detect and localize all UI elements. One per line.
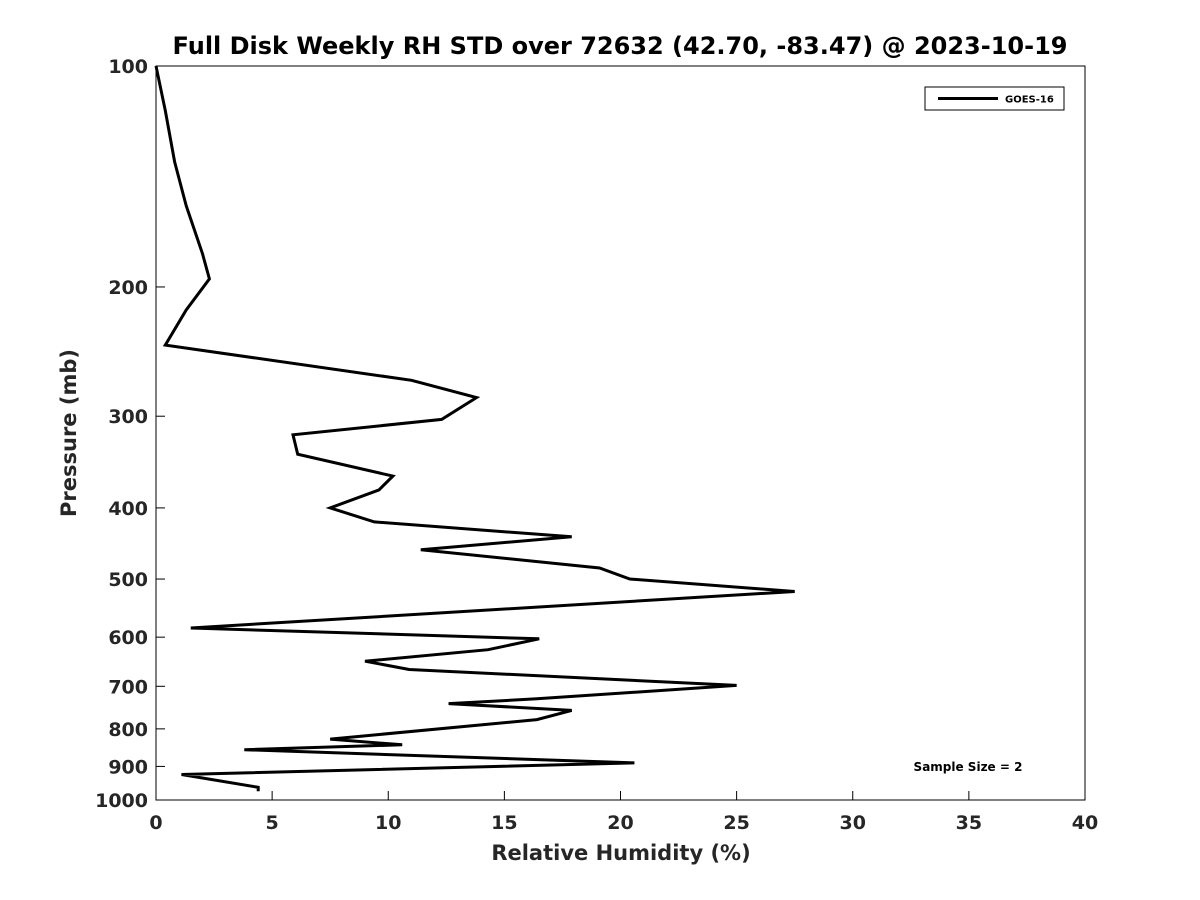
x-axis-label: Relative Humidity (%) bbox=[491, 841, 750, 865]
y-tick-label: 500 bbox=[108, 569, 148, 591]
legend[interactable]: GOES-16 bbox=[924, 86, 1065, 111]
y-tick-label: 1000 bbox=[95, 790, 148, 812]
x-tick-label: 15 bbox=[491, 812, 517, 834]
x-tick-label: 10 bbox=[375, 812, 401, 834]
y-tick-label: 200 bbox=[108, 277, 148, 299]
y-tick-label: 600 bbox=[108, 627, 148, 649]
sample-size-annotation: Sample Size = 2 bbox=[914, 760, 1023, 774]
y-tick-label: 400 bbox=[108, 498, 148, 520]
x-tick-label: 40 bbox=[1072, 812, 1098, 834]
x-axis-ticks: 0 5 10 15 20 25 30 35 40 bbox=[149, 791, 1098, 834]
x-tick-label: 30 bbox=[840, 812, 866, 834]
y-axis-label: Pressure (mb) bbox=[57, 349, 81, 517]
y-tick-label: 900 bbox=[108, 756, 148, 778]
chart-title: Full Disk Weekly RH STD over 72632 (42.7… bbox=[173, 32, 1068, 60]
series-line-goes-16 bbox=[154, 65, 795, 792]
y-axis-ticks: 100 200 300 400 500 600 700 800 900 1000 bbox=[95, 56, 165, 812]
x-tick-label: 35 bbox=[956, 812, 982, 834]
y-tick-label: 100 bbox=[108, 56, 148, 78]
y-tick-label: 700 bbox=[108, 676, 148, 698]
y-tick-label: 800 bbox=[108, 719, 148, 741]
x-tick-label: 20 bbox=[607, 812, 633, 834]
y-tick-label: 300 bbox=[108, 406, 148, 428]
x-tick-label: 0 bbox=[149, 812, 162, 834]
x-tick-label: 5 bbox=[266, 812, 279, 834]
legend-label-goes-16: GOES-16 bbox=[1005, 95, 1054, 106]
series-group bbox=[154, 65, 795, 792]
x-tick-label: 25 bbox=[723, 812, 749, 834]
